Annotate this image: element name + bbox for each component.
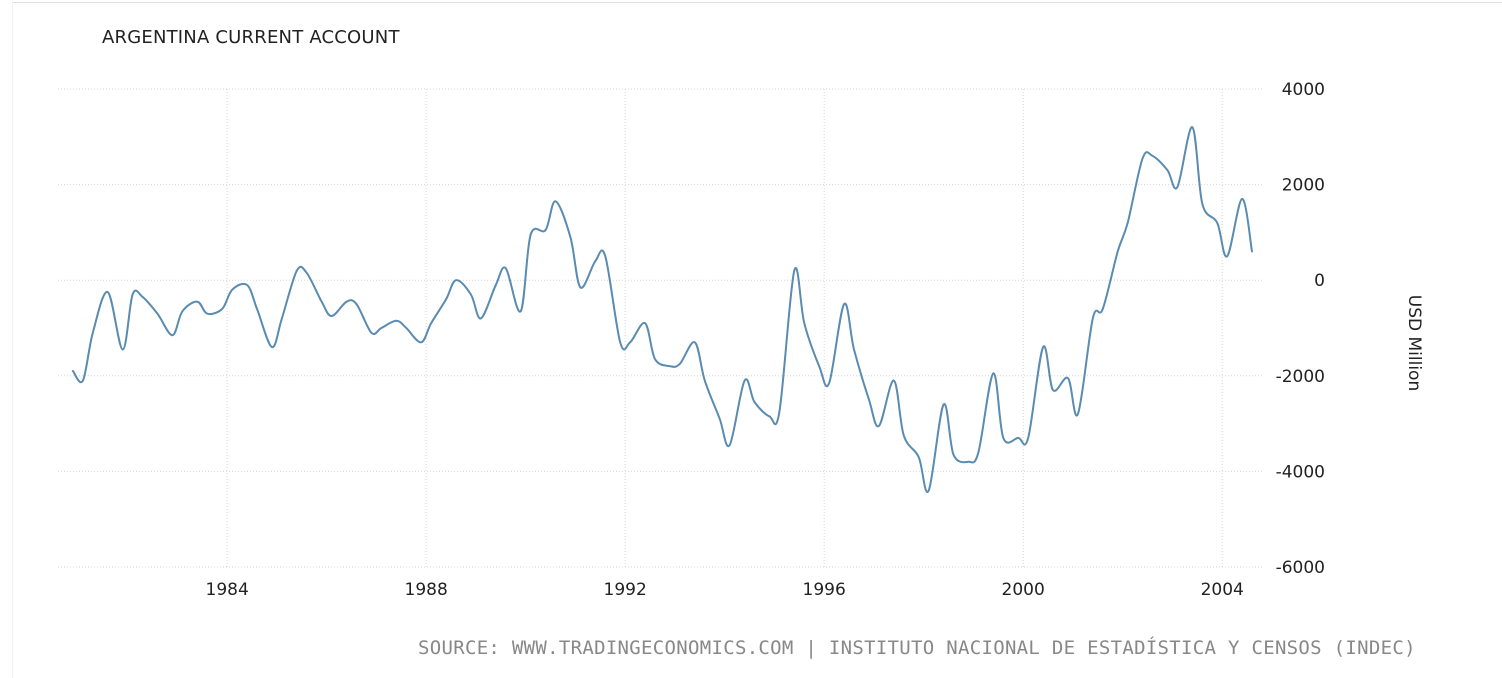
frame-top-border xyxy=(12,2,1502,3)
x-tick-label: 1984 xyxy=(206,580,249,600)
y-tick-labels: 4000 2000 0 -2000 -4000 -6000 xyxy=(1276,80,1325,578)
source-note: SOURCE: WWW.TRADINGECONOMICS.COM | INSTI… xyxy=(418,637,1416,659)
y-axis-label: USD Million xyxy=(1404,294,1424,392)
frame-left-border xyxy=(12,2,13,678)
line-layer xyxy=(71,126,1253,493)
x-tick-label: 2004 xyxy=(1201,580,1244,600)
chart-title: ARGENTINA CURRENT ACCOUNT xyxy=(102,27,400,48)
x-tick-labels: 1984 1988 1992 1996 2000 2004 xyxy=(206,580,1244,600)
x-tick-label: 1992 xyxy=(604,580,647,600)
x-tick-label: 1988 xyxy=(405,580,448,600)
y-tick-label: -2000 xyxy=(1276,367,1325,387)
y-tick-label: 4000 xyxy=(1282,80,1325,100)
x-tick-label: 1996 xyxy=(803,580,846,600)
grid-layer xyxy=(58,88,1262,568)
y-tick-label: -4000 xyxy=(1276,462,1325,482)
y-tick-label: -6000 xyxy=(1276,558,1325,578)
x-tick-label: 2000 xyxy=(1002,580,1045,600)
y-tick-label: 0 xyxy=(1314,271,1325,291)
series-line xyxy=(71,126,1253,493)
y-tick-label: 2000 xyxy=(1282,176,1325,196)
